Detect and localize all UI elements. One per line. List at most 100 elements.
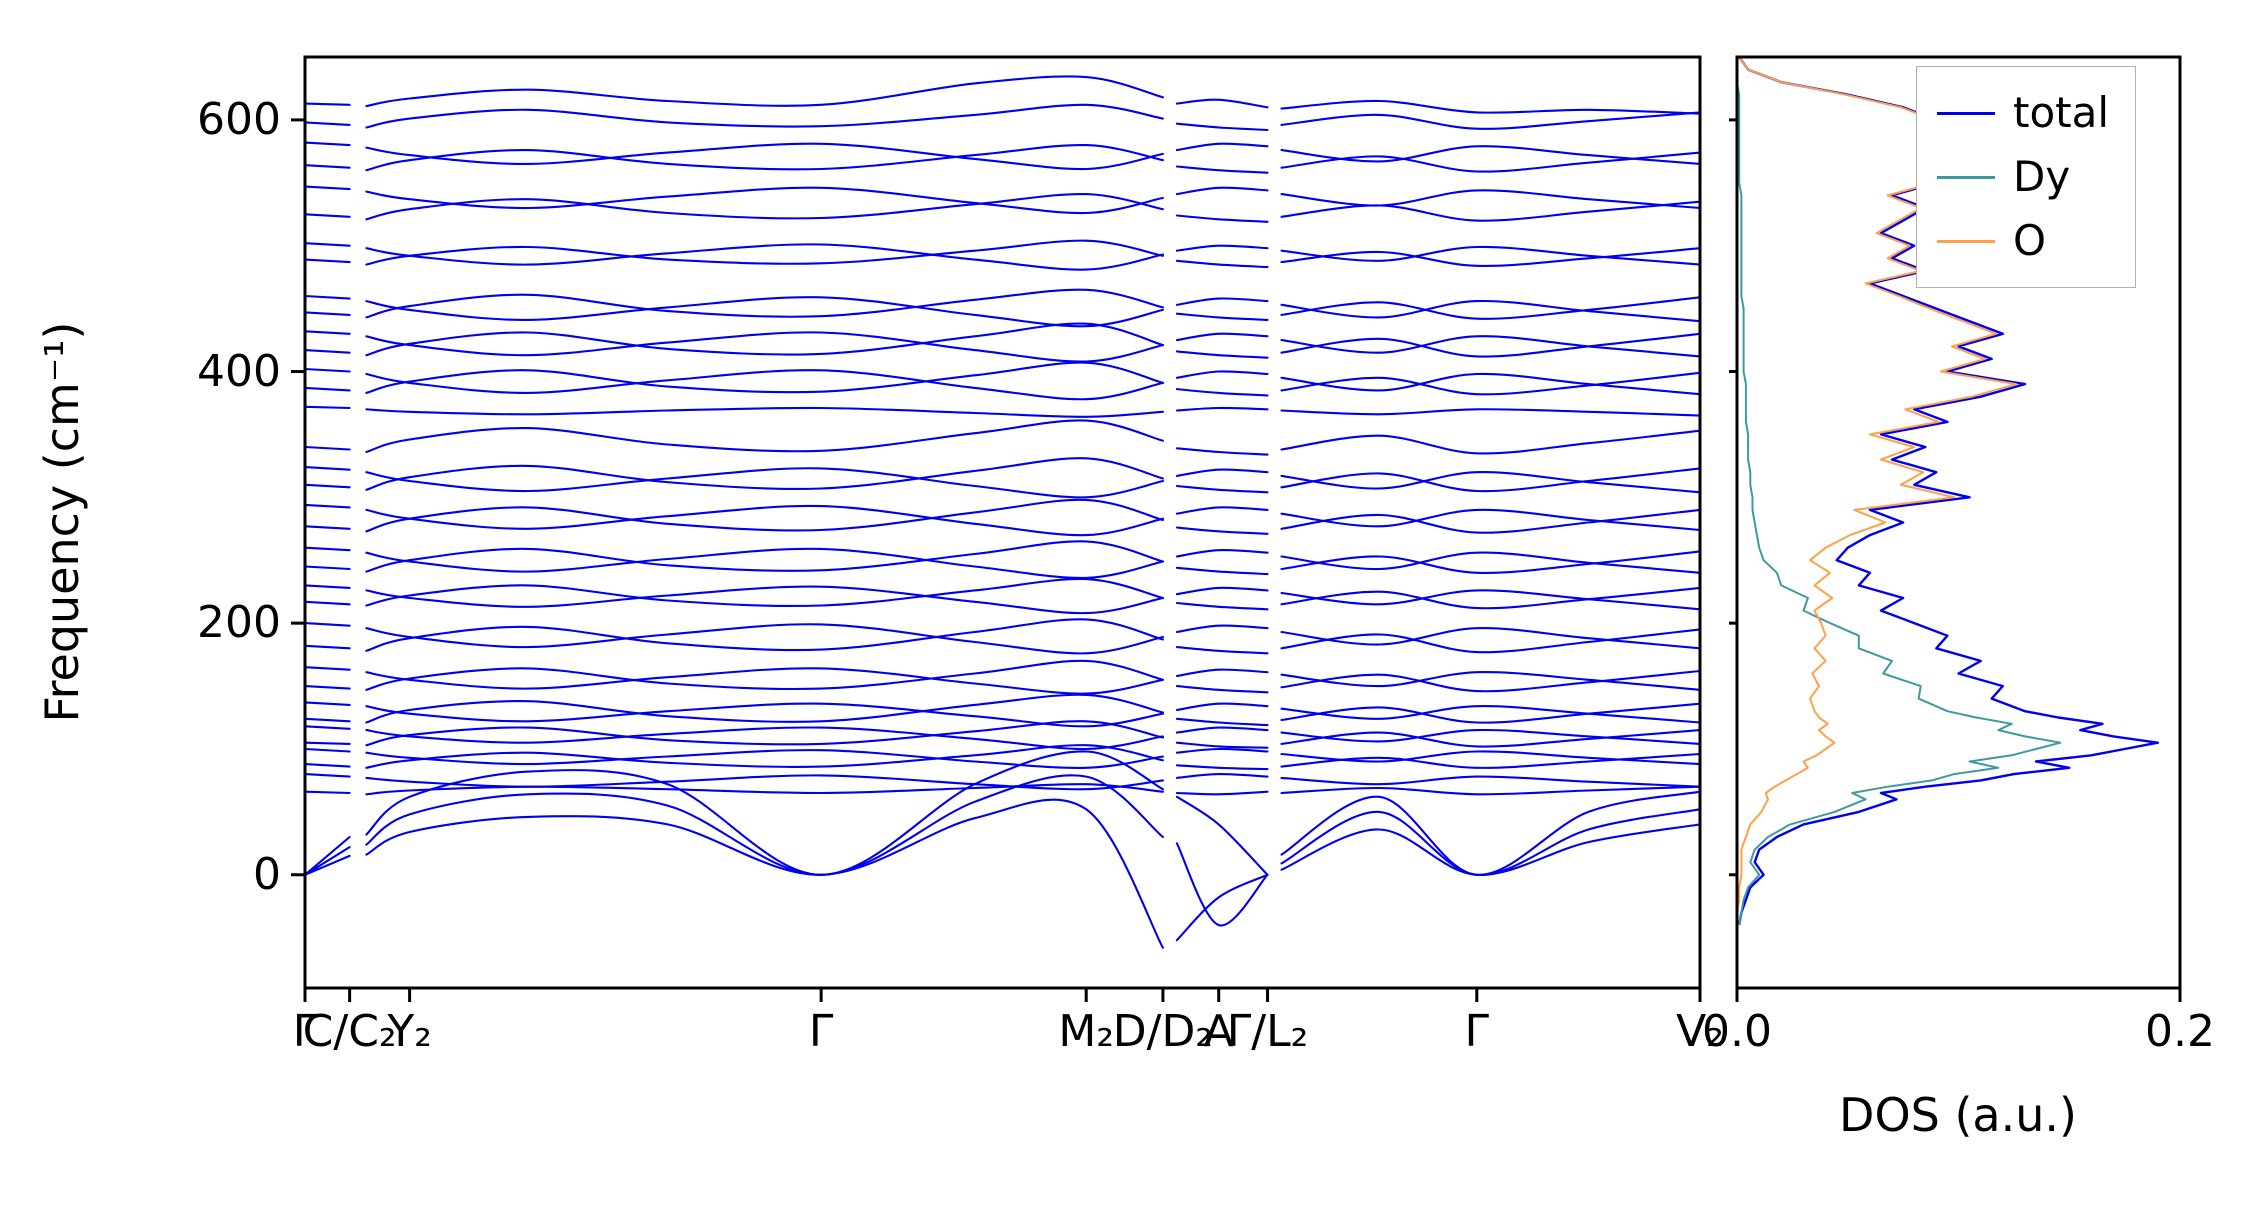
k-point-label: C/C₂ [302,1006,397,1057]
phonon-band-line [303,164,351,169]
phonon-band-line [365,783,1164,796]
phonon-band-line [1175,259,1269,269]
phonon-band-line [1175,790,1269,796]
phonon-band-line [1175,447,1269,456]
legend-label: O [2013,216,2047,265]
dos-curve-total [1738,56,2160,926]
phonon-band-line [1175,186,1269,196]
phonon-band-line [1280,99,1702,115]
y-tick-label: 400 [197,345,281,397]
phonon-band-line [1175,646,1269,655]
phonon-band-line [1280,702,1702,724]
phonon-band-line [303,763,351,768]
k-point-label: D/D₂ [1112,1006,1214,1057]
phonon-band-line [303,386,351,392]
y-tick-label: 200 [197,597,281,649]
legend-line-swatch [1937,175,1995,179]
phonon-band-line [303,405,351,410]
phonon-band-line [365,744,1164,769]
phonon-band-line [1175,668,1269,678]
phonon-band-line [303,349,351,354]
phonon-band-line [1280,508,1702,532]
phonon-band-line [365,457,1164,491]
phonon-band-line [1175,526,1269,535]
phonon-band-line [365,143,1164,172]
phonon-band-line [1280,247,1702,267]
phonon-band-line [303,102,351,106]
phonon-band-line [365,239,1164,266]
legend-entry-total: total [1937,81,2109,145]
phonon-band-line [365,467,1164,499]
phonon-band-line [365,750,1164,876]
phonon-band-line [1280,669,1702,693]
phonon-band-line [365,693,1164,724]
phonon-band-line [303,790,351,795]
phonon-band-line [1175,624,1269,634]
dos-curve-O [1736,56,2018,926]
phonon-band-line [365,749,1164,769]
phonon-band-line [365,193,1164,221]
dos-panel-frame [1735,55,2182,990]
phonon-band-line [1280,296,1702,320]
k-point-label: Γ [292,1006,318,1057]
phonon-band-line [1175,332,1269,342]
phonon-band-line [1280,785,1702,796]
y-tick-label: 600 [197,93,281,145]
phonon-band-line [1280,200,1702,222]
phonon-band-line [303,600,351,606]
phonon-band-line [1175,795,1269,876]
phonon-band-line [1280,823,1702,876]
phonon-band-line [303,367,351,373]
k-point-label: M₂ [1058,1006,1114,1057]
phonon-band-line [1280,790,1702,876]
phonon-band-line [365,75,1164,108]
phonon-band-line [1280,332,1702,358]
phonon-band-line [365,720,1164,747]
phonon-band-line [365,142,1164,171]
phonon-band-line [303,141,351,147]
phonon-band-line [1280,111,1702,130]
phonon-band-line [365,577,1164,607]
phonon-band-line [1175,566,1269,576]
legend-entry-O: O [1937,209,2109,273]
phonon-band-line [303,445,351,451]
phonon-band-line [303,483,351,489]
phonon-band-line [1280,151,1702,173]
phonon-band-line [303,725,351,730]
phonon-band-line [1280,728,1702,745]
phonon-band-line [365,547,1164,579]
phonon-band-line [365,419,1164,454]
phonon-band-line [1175,717,1269,727]
phonon-band-line [303,330,351,335]
phonon-band-line [1175,370,1269,379]
dos-tick-label: 0.0 [1702,1006,1772,1057]
phonon-band-line [1175,773,1269,779]
phonon-band-line [1280,808,1702,876]
phonon-band-line [1175,726,1269,734]
dos-axis-label: DOS (a.u.) [1839,1088,2077,1142]
phonon-band-line [1280,408,1702,417]
phonon-band-line [365,702,1164,728]
phonon-band-line [1175,388,1269,397]
phonon-band-line [303,741,351,745]
k-point-label: A [1203,1006,1234,1057]
phonon-band-line [1175,747,1269,754]
phonon-band-line [1175,350,1269,359]
phonon-band-line [365,659,1164,691]
phonon-band-line [1175,601,1269,611]
phonon-band-line [1280,429,1702,455]
phonon-band-line [1280,551,1702,574]
k-point-label: Y₂ [387,1006,432,1057]
phonon-band-line [1175,586,1269,596]
phonon-band-line [1280,467,1702,493]
phonon-band-line [1280,372,1702,396]
phonon-band-line [303,213,351,218]
phonon-band-line [303,666,351,671]
phonon-band-line [303,242,351,247]
k-point-label: Γ [808,1006,834,1057]
phonon-band-line [1280,752,1702,769]
phonon-band-line [303,846,351,876]
phonon-band-line [303,747,351,753]
